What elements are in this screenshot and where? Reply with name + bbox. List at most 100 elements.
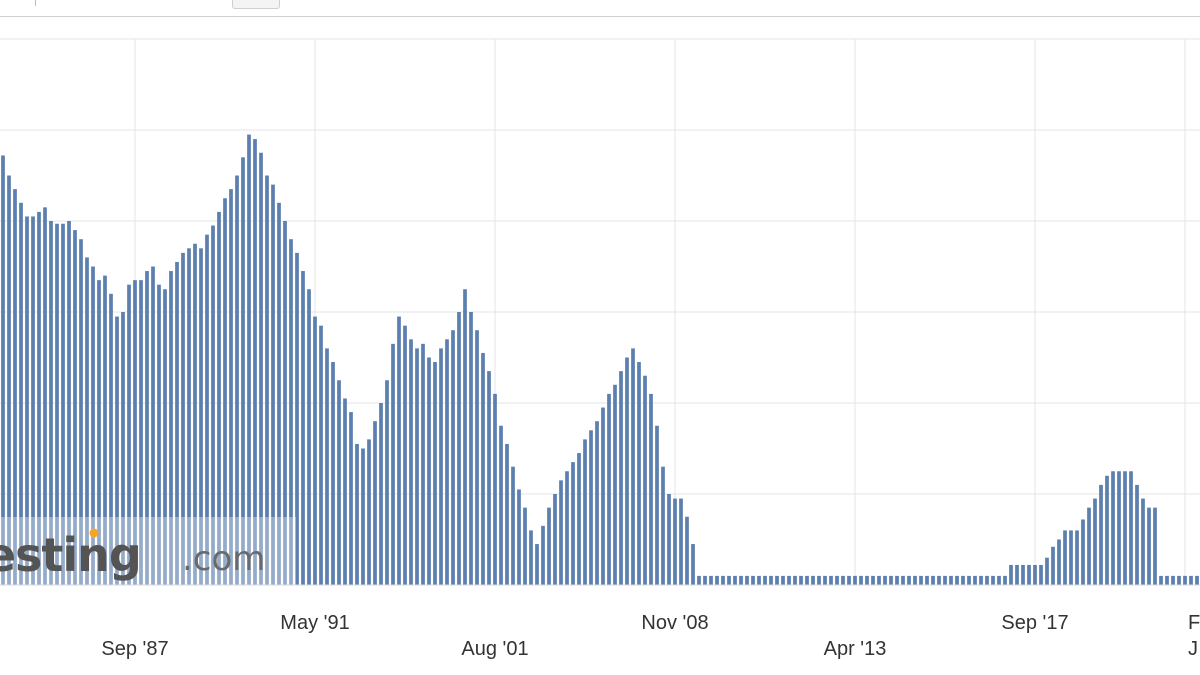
- bar[interactable]: [535, 544, 539, 585]
- bar[interactable]: [805, 575, 809, 585]
- bar[interactable]: [1057, 539, 1061, 586]
- bar[interactable]: [595, 421, 599, 585]
- bar[interactable]: [583, 439, 587, 585]
- bar[interactable]: [433, 362, 437, 585]
- bar[interactable]: [157, 284, 161, 585]
- toolbar-button[interactable]: [232, 0, 280, 9]
- bar[interactable]: [901, 575, 905, 585]
- bar[interactable]: [427, 357, 431, 586]
- bar[interactable]: [667, 494, 671, 585]
- bar[interactable]: [343, 398, 347, 585]
- bar[interactable]: [691, 544, 695, 585]
- bar[interactable]: [499, 425, 503, 585]
- bar[interactable]: [493, 393, 497, 585]
- bar[interactable]: [673, 498, 677, 585]
- bar[interactable]: [823, 575, 827, 585]
- bar[interactable]: [613, 384, 617, 585]
- bar[interactable]: [1117, 471, 1121, 585]
- bar[interactable]: [601, 407, 605, 585]
- bar[interactable]: [949, 575, 953, 585]
- bar[interactable]: [733, 575, 737, 585]
- bar[interactable]: [349, 412, 353, 585]
- bar[interactable]: [853, 575, 857, 585]
- bar[interactable]: [439, 348, 443, 585]
- bar[interactable]: [241, 157, 245, 586]
- bar[interactable]: [1153, 507, 1157, 585]
- bar[interactable]: [1171, 575, 1175, 585]
- bar[interactable]: [895, 575, 899, 585]
- bar[interactable]: [757, 575, 761, 585]
- bar[interactable]: [763, 575, 767, 585]
- bar[interactable]: [775, 575, 779, 585]
- bar[interactable]: [331, 362, 335, 585]
- bar[interactable]: [313, 316, 317, 585]
- bar[interactable]: [913, 575, 917, 585]
- bar[interactable]: [103, 275, 107, 585]
- bar[interactable]: [133, 280, 137, 585]
- bar[interactable]: [865, 575, 869, 585]
- bar[interactable]: [457, 312, 461, 585]
- bar[interactable]: [1075, 530, 1079, 585]
- bar[interactable]: [937, 575, 941, 585]
- bar[interactable]: [1063, 530, 1067, 585]
- bar[interactable]: [811, 575, 815, 585]
- bar[interactable]: [379, 403, 383, 585]
- bar[interactable]: [1003, 575, 1007, 585]
- bar[interactable]: [859, 575, 863, 585]
- bar[interactable]: [31, 216, 35, 585]
- bar[interactable]: [751, 575, 755, 585]
- bar[interactable]: [223, 198, 227, 585]
- bar[interactable]: [43, 207, 47, 585]
- bar[interactable]: [1189, 575, 1193, 585]
- bar[interactable]: [781, 575, 785, 585]
- bar[interactable]: [175, 261, 179, 585]
- bar[interactable]: [79, 239, 83, 585]
- bar[interactable]: [289, 239, 293, 585]
- bar[interactable]: [1039, 564, 1043, 585]
- bar[interactable]: [325, 348, 329, 585]
- bar[interactable]: [1105, 475, 1109, 585]
- bar[interactable]: [271, 184, 275, 585]
- bar[interactable]: [1111, 471, 1115, 585]
- bar[interactable]: [295, 252, 299, 585]
- bar[interactable]: [121, 312, 125, 585]
- bar[interactable]: [25, 216, 29, 585]
- bar[interactable]: [73, 230, 77, 585]
- bar[interactable]: [655, 425, 659, 585]
- bar[interactable]: [793, 575, 797, 585]
- bar[interactable]: [1087, 507, 1091, 585]
- bar[interactable]: [55, 223, 59, 586]
- bar[interactable]: [487, 371, 491, 585]
- bar[interactable]: [1183, 575, 1187, 585]
- bar[interactable]: [13, 189, 17, 585]
- bar[interactable]: [511, 466, 515, 585]
- bar[interactable]: [541, 525, 545, 585]
- bar[interactable]: [565, 471, 569, 585]
- bar[interactable]: [877, 575, 881, 585]
- bar[interactable]: [247, 134, 251, 586]
- bar[interactable]: [1123, 471, 1127, 585]
- bar[interactable]: [649, 393, 653, 585]
- bar[interactable]: [889, 575, 893, 585]
- bar[interactable]: [1159, 575, 1163, 585]
- bar[interactable]: [301, 271, 305, 585]
- bar[interactable]: [151, 266, 155, 586]
- bar[interactable]: [829, 575, 833, 585]
- bar[interactable]: [721, 575, 725, 585]
- bar[interactable]: [253, 139, 257, 585]
- bar[interactable]: [769, 575, 773, 585]
- bar[interactable]: [259, 152, 263, 585]
- bar[interactable]: [919, 575, 923, 585]
- bar[interactable]: [727, 575, 731, 585]
- bar[interactable]: [283, 221, 287, 585]
- bar[interactable]: [715, 575, 719, 585]
- bar[interactable]: [307, 289, 311, 585]
- bar[interactable]: [109, 293, 113, 585]
- bar[interactable]: [529, 530, 533, 585]
- bar[interactable]: [469, 312, 473, 585]
- bar[interactable]: [181, 252, 185, 585]
- bar[interactable]: [1081, 519, 1085, 585]
- bar[interactable]: [997, 575, 1001, 585]
- bar[interactable]: [187, 248, 191, 586]
- bar[interactable]: [883, 575, 887, 585]
